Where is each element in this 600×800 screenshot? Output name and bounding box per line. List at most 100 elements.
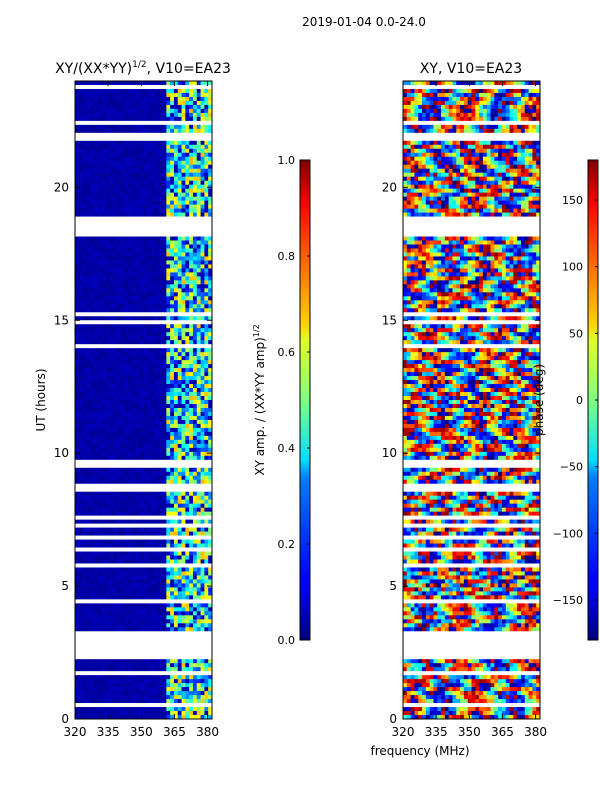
amp-cell (101, 443, 106, 449)
amp-cell (158, 300, 163, 305)
amp-cell (86, 591, 91, 596)
phase-cell (494, 88, 499, 94)
amp-cell (185, 280, 190, 285)
amp-cell (101, 180, 106, 186)
amp-cell (113, 675, 118, 680)
amp-cell (128, 499, 133, 505)
amp-flag-row (75, 563, 212, 568)
amp-cell (90, 164, 95, 170)
amp-cell (105, 551, 110, 556)
amp-cell (158, 260, 163, 265)
amp-cell (109, 340, 114, 345)
amp-cell (97, 499, 103, 505)
amp-cell (196, 531, 201, 536)
amp-cell (162, 479, 167, 485)
amp-cell (116, 340, 122, 345)
amp-cell (139, 164, 144, 170)
amp-cell (90, 276, 95, 281)
amp-cell (75, 288, 80, 293)
amp-cell (185, 256, 190, 261)
amp-cell (154, 160, 160, 166)
amp-cell (189, 699, 194, 704)
amp-cell (90, 495, 95, 501)
amp-cell (139, 603, 144, 608)
amp-cell (116, 376, 122, 381)
amp-cell (116, 667, 122, 672)
amp-cell (147, 691, 152, 696)
amp-cell (166, 503, 171, 509)
amp-cell (120, 144, 125, 150)
phase-cell (463, 92, 469, 98)
amp-cell (128, 431, 133, 437)
amp-cell (166, 595, 171, 600)
amp-cell (94, 332, 99, 337)
amp-cell (128, 403, 133, 409)
amp-cell (208, 707, 212, 712)
amp-cell (139, 427, 144, 433)
amp-cell (204, 184, 209, 190)
amp-cell (177, 276, 182, 281)
amp-cell (170, 591, 175, 596)
amp-cell (78, 288, 84, 293)
amp-cell (105, 248, 110, 253)
amp-flag-row (75, 635, 212, 640)
amp-cell (113, 447, 118, 453)
amp-cell (181, 443, 186, 449)
amp-cell (109, 148, 114, 154)
amp-cell (124, 240, 129, 245)
amp-cell (166, 435, 171, 441)
phase-cell (425, 81, 431, 86)
amp-cell (151, 124, 156, 130)
amp-cell (166, 443, 171, 449)
amp-cell (132, 288, 137, 293)
amp-cell (105, 411, 110, 417)
amp-cell (170, 180, 175, 186)
amp-cell (86, 152, 91, 158)
amp-cell (185, 100, 190, 106)
amp-cell (200, 507, 205, 513)
amp-cell (120, 156, 125, 162)
phase-cell (471, 92, 476, 98)
amp-flag-row (75, 655, 212, 660)
amp-cell (75, 423, 80, 429)
amp-cell (139, 328, 144, 333)
amp-cell (90, 607, 95, 612)
amp-cell (200, 104, 205, 110)
amp-cell (94, 587, 99, 592)
amp-cell (208, 284, 212, 289)
amp-cell (97, 304, 103, 309)
amp-cell (208, 160, 212, 166)
amp-cell (181, 471, 186, 477)
amp-cell (158, 527, 163, 532)
amp-cell (132, 687, 137, 692)
amp-cell (82, 328, 87, 333)
amp-cell (185, 392, 190, 397)
amp-cell (113, 260, 118, 265)
amp-cell (192, 212, 198, 217)
amp-cell (196, 455, 201, 461)
amp-cell (105, 407, 110, 413)
amp-cell (162, 324, 167, 329)
amp-flag-row (75, 220, 212, 225)
amp-cell (97, 368, 103, 373)
amp-cell (135, 96, 141, 102)
amp-cell (139, 376, 144, 381)
amp-cell (143, 264, 148, 269)
amp-cell (162, 148, 167, 154)
amp-cell (75, 348, 80, 353)
amp-cell (94, 663, 99, 668)
amp-cell (135, 551, 141, 556)
amp-cell (78, 124, 84, 130)
amp-cell (90, 619, 95, 624)
amp-cell (75, 475, 80, 481)
amp-cell (75, 603, 80, 608)
amp-cell (78, 619, 84, 624)
amp-cell (116, 403, 122, 409)
amp-cell (196, 388, 201, 393)
amp-cell (170, 555, 175, 560)
amp-cell (196, 503, 201, 509)
amp-cell (181, 172, 186, 178)
amp-cell (139, 539, 144, 544)
amp-cell (109, 140, 114, 146)
amp-cell (151, 364, 156, 369)
